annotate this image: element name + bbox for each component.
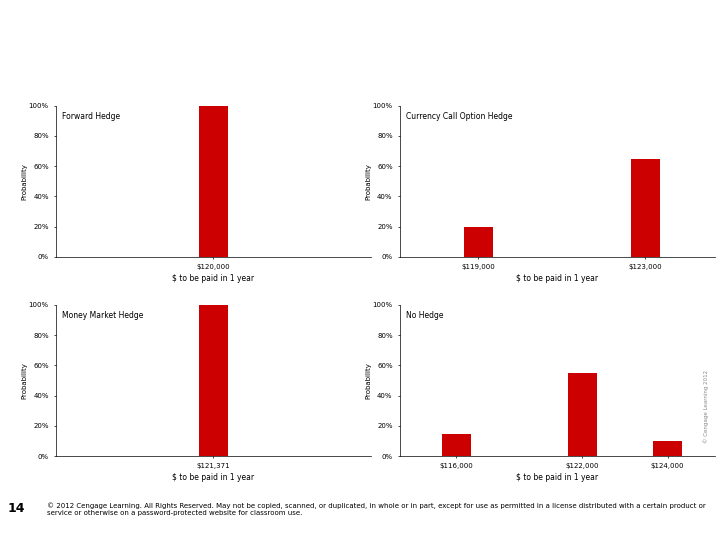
Bar (653, 441, 682, 456)
Text: Hedge Payables: Hedge Payables (37, 58, 182, 77)
Text: Currency Call Option Hedge: Currency Call Option Hedge (406, 112, 513, 120)
Text: Exhibit 11.4: Exhibit 11.4 (37, 18, 158, 36)
Y-axis label: Probability: Probability (365, 163, 371, 200)
Bar (442, 434, 470, 456)
Bar (568, 373, 597, 456)
Bar (199, 305, 228, 456)
Text: Forward Hedge: Forward Hedge (62, 112, 120, 120)
X-axis label: $ to be paid in 1 year: $ to be paid in 1 year (172, 274, 254, 283)
Y-axis label: Probability: Probability (22, 362, 27, 399)
Text: Money Market Hedge: Money Market Hedge (62, 311, 143, 320)
Bar (199, 105, 228, 257)
Text: © 2012 Cengage Learning. All Rights Reserved. May not be copied, scanned, or dup: © 2012 Cengage Learning. All Rights Rese… (47, 502, 706, 516)
Y-axis label: Probability: Probability (22, 163, 27, 200)
X-axis label: $ to be paid in 1 year: $ to be paid in 1 year (172, 474, 254, 482)
X-axis label: $ to be paid in 1 year: $ to be paid in 1 year (516, 474, 598, 482)
Bar (631, 159, 660, 257)
Text: Graphic Comparison of Techniques to: Graphic Comparison of Techniques to (120, 18, 463, 36)
Text: 14: 14 (7, 502, 24, 515)
Y-axis label: Probability: Probability (365, 362, 371, 399)
X-axis label: $ to be paid in 1 year: $ to be paid in 1 year (516, 274, 598, 283)
Text: © Cengage Learning 2012: © Cengage Learning 2012 (703, 370, 709, 443)
Text: No Hedge: No Hedge (406, 311, 444, 320)
Bar (464, 227, 492, 257)
